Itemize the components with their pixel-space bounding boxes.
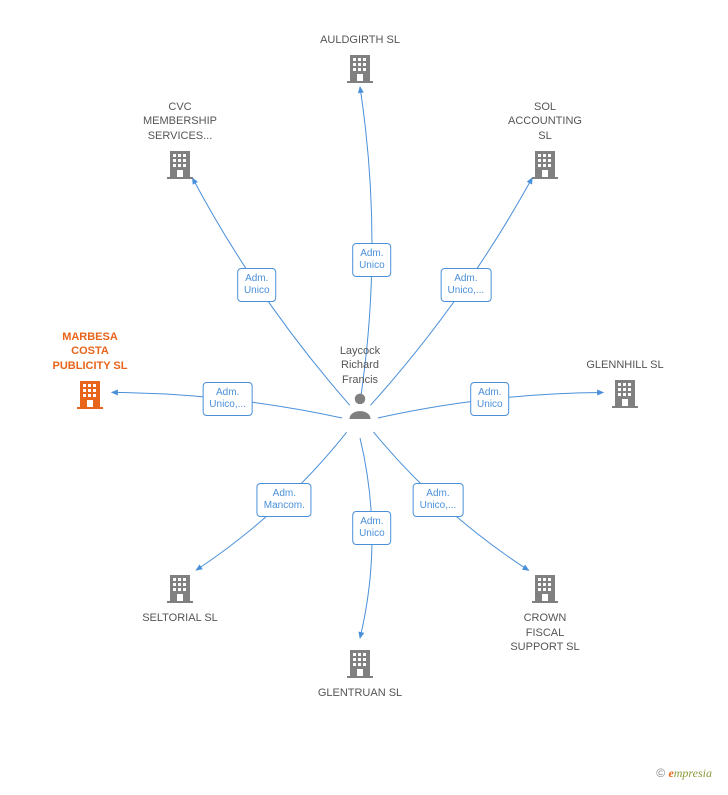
building-icon: [120, 571, 240, 607]
company-label: SELTORIAL SL: [120, 611, 240, 625]
edge-label: Adm. Unico: [352, 243, 392, 277]
edge-label: Adm. Unico: [470, 382, 510, 416]
edge-label: Adm. Unico,...: [202, 382, 253, 416]
company-node-glentruan[interactable]: GLENTRUAN SL: [290, 642, 430, 701]
building-icon: [575, 376, 675, 412]
company-label: SOLACCOUNTINGSL: [495, 100, 595, 143]
diagram-canvas: Adm. Unico Adm. Unico Adm. Unico,... Adm. U…: [0, 0, 728, 795]
company-label: CVCMEMBERSHIPSERVICES...: [130, 100, 230, 143]
watermark: © empresia: [656, 766, 712, 781]
company-node-marbesa[interactable]: MARBESACOSTAPUBLICITY SL: [35, 330, 145, 417]
company-label: GLENTRUAN SL: [290, 686, 430, 700]
watermark-copy: ©: [656, 766, 665, 780]
building-icon: [290, 51, 430, 87]
company-node-crown[interactable]: CROWNFISCALSUPPORT SL: [495, 567, 595, 654]
edge-label: Adm. Unico: [352, 511, 392, 545]
company-label: AULDGIRTH SL: [290, 33, 430, 47]
building-icon: [495, 147, 595, 183]
person-label: LaycockRichardFrancis: [330, 344, 390, 387]
company-node-cvc[interactable]: CVCMEMBERSHIPSERVICES...: [130, 100, 230, 187]
person-icon: [330, 391, 390, 423]
person-node-center[interactable]: LaycockRichardFrancis: [330, 344, 390, 423]
company-label: CROWNFISCALSUPPORT SL: [495, 611, 595, 654]
edge-label: Adm. Unico,...: [413, 483, 464, 517]
company-label: MARBESACOSTAPUBLICITY SL: [35, 330, 145, 373]
watermark-logo-rest: mpresia: [674, 766, 712, 780]
company-node-seltorial[interactable]: SELTORIAL SL: [120, 567, 240, 626]
edge-label: Adm. Mancom.: [257, 483, 312, 517]
building-icon: [290, 646, 430, 682]
company-node-glennhill[interactable]: GLENNHILL SL: [575, 358, 675, 417]
building-icon: [130, 147, 230, 183]
edge-label: Adm. Unico: [237, 268, 277, 302]
edge-label: Adm. Unico,...: [441, 268, 492, 302]
company-node-sol[interactable]: SOLACCOUNTINGSL: [495, 100, 595, 187]
company-label: GLENNHILL SL: [575, 358, 675, 372]
company-node-auldgirth[interactable]: AULDGIRTH SL: [290, 33, 430, 92]
building-icon: [35, 377, 145, 413]
building-icon: [495, 571, 595, 607]
